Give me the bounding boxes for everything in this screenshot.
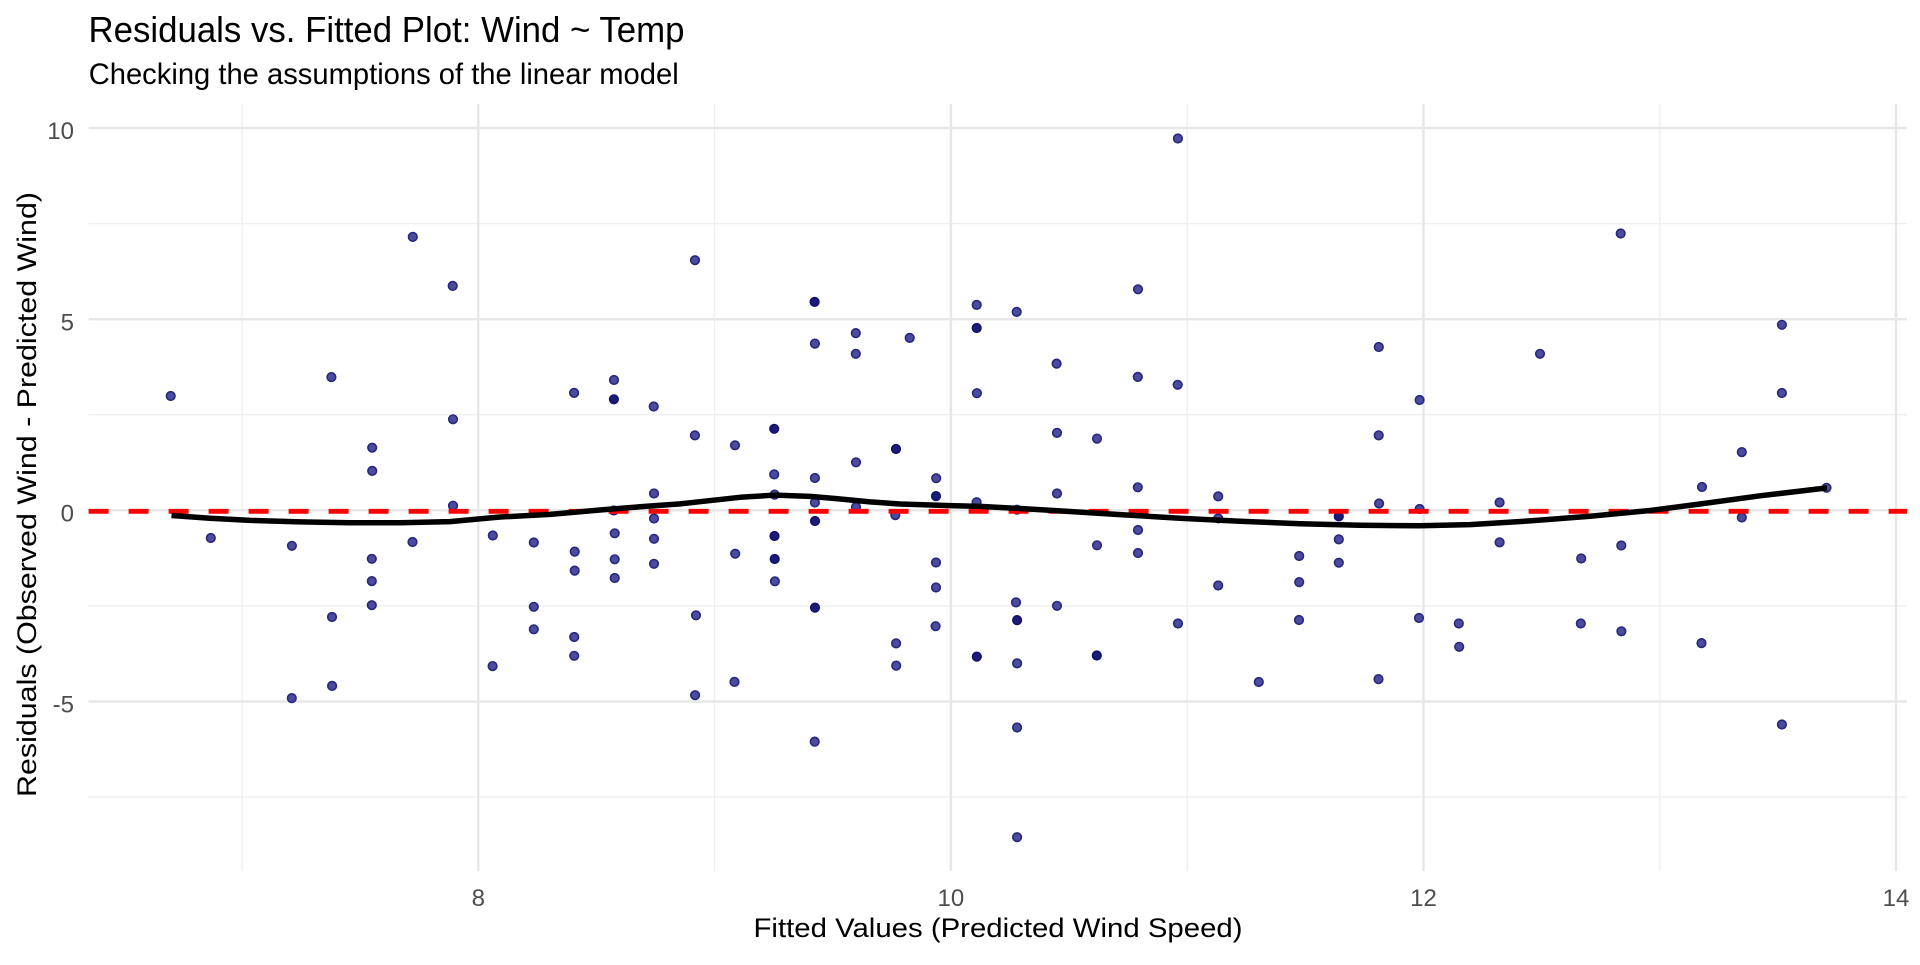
svg-text:Checking the assumptions of th: Checking the assumptions of the linear m… <box>89 58 679 91</box>
svg-text:Residuals vs. Fitted Plot: Win: Residuals vs. Fitted Plot: Wind ~ Temp <box>89 9 685 50</box>
svg-text:12: 12 <box>1410 885 1437 912</box>
svg-text:0: 0 <box>61 501 74 528</box>
svg-text:Fitted Values (Predicted Wind: Fitted Values (Predicted Wind Speed) <box>754 913 1243 943</box>
svg-text:-5: -5 <box>53 692 74 719</box>
svg-text:10: 10 <box>47 118 74 145</box>
svg-text:8: 8 <box>472 885 485 912</box>
svg-text:Residuals (Observed Wind - Pre: Residuals (Observed Wind - Predicted Win… <box>12 192 42 797</box>
svg-text:14: 14 <box>1883 885 1910 912</box>
svg-text:5: 5 <box>61 309 74 336</box>
svg-text:10: 10 <box>938 885 965 912</box>
